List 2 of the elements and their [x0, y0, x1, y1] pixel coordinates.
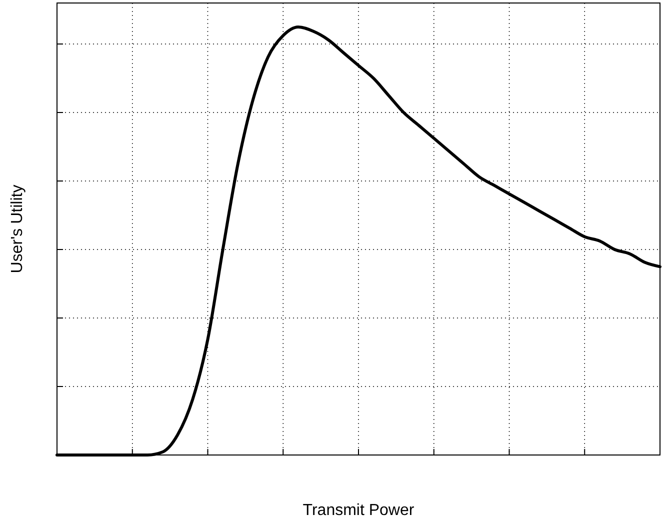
y-axis-title: User's Utility	[9, 184, 26, 274]
x-axis-title: Transmit Power	[302, 502, 415, 519]
